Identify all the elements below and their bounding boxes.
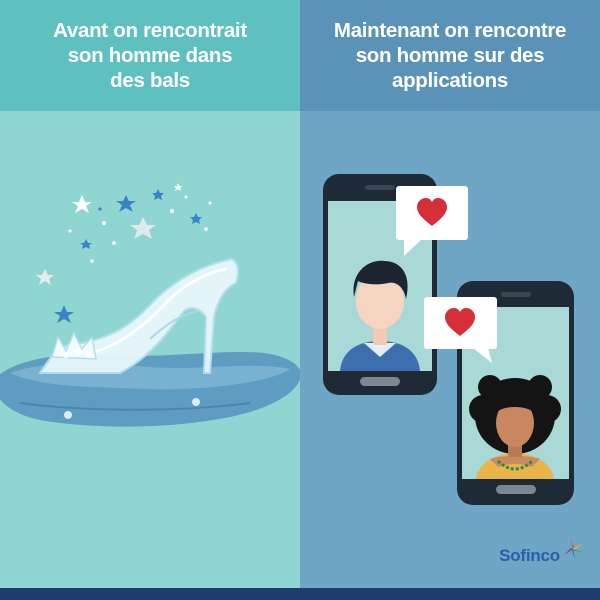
left-header: Avant on rencontrait son homme dans des … [0, 0, 300, 111]
phone-woman-icon [457, 281, 574, 505]
heart-message-bubble-icon [396, 186, 468, 256]
logo-star-icon [564, 539, 583, 559]
sparkles-icon [36, 183, 212, 323]
cushion-icon [0, 352, 300, 427]
logo-text: Sofinco [499, 546, 560, 565]
right-header: Maintenant on rencontre son homme sur de… [300, 0, 600, 111]
right-panel: Maintenant on rencontre son homme sur de… [300, 0, 600, 588]
heart-message-bubble-icon [424, 297, 497, 363]
left-title: Avant on rencontrait son homme dans des … [53, 19, 247, 92]
sofinco-logo: Sofinco [499, 539, 584, 566]
glass-slipper-illustration [0, 183, 300, 427]
left-panel: Avant on rencontrait son homme dans des … [0, 0, 300, 588]
phones-illustration [323, 174, 574, 505]
glass-slipper-icon [38, 257, 240, 374]
right-title: Maintenant on rencontre son homme sur de… [333, 19, 567, 92]
bottom-bar [0, 588, 600, 600]
